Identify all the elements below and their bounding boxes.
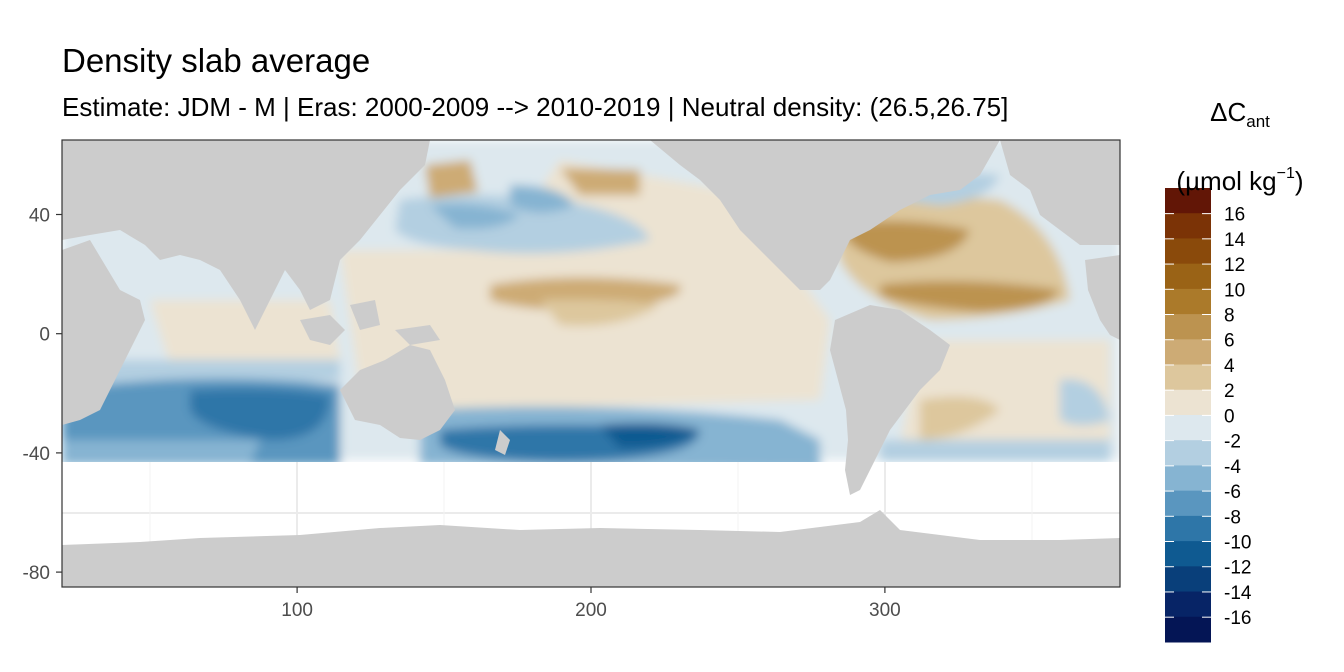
new-zealand — [495, 430, 510, 455]
plot-subtitle: Estimate: JDM - M | Eras: 2000-2009 --> … — [62, 92, 1009, 122]
legend-title-line-2: (µmol kg−1) — [1176, 165, 1304, 196]
legend-tick-label: -16 — [1224, 608, 1251, 629]
legend-color-step — [1165, 339, 1211, 366]
ocean-southern-pacific-deep — [600, 423, 700, 448]
africa-east — [62, 240, 145, 425]
ocean-southern-west — [62, 440, 260, 465]
legend-tick-label: 10 — [1224, 280, 1245, 301]
legend-color-step — [1165, 389, 1211, 416]
ocean-tropical-pacific — [340, 250, 830, 410]
ocean-sa-warm — [920, 396, 1000, 440]
x-tick-label: 100 — [281, 600, 313, 621]
x-tick-label: 300 — [869, 600, 901, 621]
legend-color-step — [1165, 314, 1211, 340]
legend-tick-label: -4 — [1224, 457, 1241, 478]
legend-tick-label: -14 — [1224, 583, 1252, 604]
legend-tick-label: -10 — [1224, 533, 1251, 554]
ocean-np-core-2 — [510, 185, 575, 213]
legend-tick-label: -2 — [1224, 432, 1241, 453]
legend-color-step — [1165, 288, 1211, 315]
legend-tick-label: 12 — [1224, 255, 1245, 276]
legend-color-step — [1165, 465, 1211, 492]
color-legend: 16 14 12 10 8 6 4 2 0 -2 -4 -6 -8 -10 -12 -14 -16 — [1165, 188, 1252, 643]
ocean-sa-east — [1060, 379, 1110, 425]
land-masses — [62, 140, 1120, 587]
borneo — [350, 300, 380, 330]
africa-west — [1085, 255, 1120, 340]
ocean-subtropical-band — [540, 299, 660, 326]
y-tick-label: 0 — [39, 325, 50, 346]
legend-color-step — [1165, 616, 1211, 643]
legend-color-step — [1165, 515, 1211, 542]
legend-color-step — [1165, 415, 1211, 441]
legend-tick-label: 6 — [1224, 331, 1235, 352]
legend-title: ΔCant (µmol kg−1) — [1160, 86, 1320, 207]
legend-tick-label: 14 — [1224, 230, 1246, 251]
legend-color-step — [1165, 591, 1211, 618]
legend-color-step — [1165, 490, 1211, 517]
y-tick-label: -40 — [23, 444, 50, 465]
australia — [340, 345, 455, 440]
legend-color-step — [1165, 541, 1211, 567]
y-tick-label: 40 — [29, 206, 50, 227]
ocean-na-core — [845, 221, 970, 262]
antarctica — [62, 510, 1120, 587]
ocean-southern-indian-core — [190, 388, 330, 440]
ocean-na-subtropical — [880, 281, 1060, 312]
legend-color-step — [1165, 213, 1211, 239]
legend-tick-label: 8 — [1224, 306, 1235, 327]
europe — [1000, 140, 1120, 245]
y-tick-label: -80 — [23, 563, 50, 584]
legend-title-line-1: ΔCant — [1210, 97, 1270, 131]
plot-title: Density slab average — [62, 42, 371, 79]
legend-color-step — [1165, 566, 1211, 593]
sumatra — [300, 315, 345, 345]
legend-color-step — [1165, 440, 1211, 466]
ocean-southern-atlantic — [880, 440, 1110, 462]
legend-tick-label: -12 — [1224, 558, 1251, 579]
legend-tick-label: -6 — [1224, 482, 1241, 503]
legend-tick-label: 4 — [1224, 356, 1235, 377]
legend-color-step — [1165, 238, 1211, 265]
ocean-okhotsk-warm — [425, 160, 478, 198]
new-guinea — [395, 325, 440, 345]
legend-color-step — [1165, 364, 1211, 391]
legend-tick-label: 16 — [1224, 205, 1245, 226]
legend-tick-label: -8 — [1224, 507, 1241, 528]
ocean-indian-north — [150, 300, 340, 365]
legend-color-step — [1165, 263, 1211, 290]
legend-color-step — [1165, 188, 1211, 214]
ocean-field — [62, 140, 1120, 470]
greenland — [920, 140, 990, 180]
eurasia — [62, 140, 430, 330]
ocean-np-core — [430, 203, 520, 229]
north-america — [650, 140, 1000, 290]
legend-tick-label: 2 — [1224, 381, 1235, 402]
legend-tick-label: 0 — [1224, 406, 1235, 427]
south-america — [830, 305, 950, 495]
x-tick-label: 200 — [575, 600, 607, 621]
ocean-alaska-warm — [560, 168, 640, 195]
